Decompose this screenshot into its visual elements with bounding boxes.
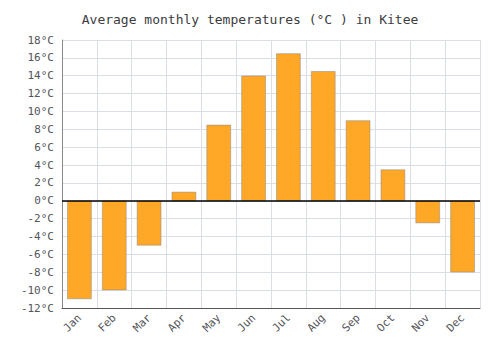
- svg-text:Jun: Jun: [235, 311, 258, 334]
- svg-text:-2°C: -2°C: [28, 212, 55, 225]
- svg-text:-10°C: -10°C: [21, 284, 54, 297]
- svg-text:14°C: 14°C: [28, 69, 55, 82]
- svg-text:-6°C: -6°C: [28, 248, 55, 261]
- svg-text:Dec: Dec: [444, 311, 467, 334]
- svg-text:2°C: 2°C: [34, 176, 54, 189]
- svg-text:Aug: Aug: [305, 311, 328, 334]
- svg-text:12°C: 12°C: [28, 87, 55, 100]
- svg-text:May: May: [200, 311, 223, 334]
- svg-text:4°C: 4°C: [34, 159, 54, 172]
- svg-text:Nov: Nov: [409, 311, 432, 334]
- svg-text:0°C: 0°C: [34, 194, 54, 207]
- svg-text:10°C: 10°C: [28, 105, 55, 118]
- svg-text:Jul: Jul: [270, 311, 293, 334]
- svg-text:Jan: Jan: [61, 311, 84, 334]
- svg-text:Apr: Apr: [165, 311, 188, 334]
- svg-text:-12°C: -12°C: [21, 302, 54, 315]
- svg-text:16°C: 16°C: [28, 51, 55, 64]
- svg-text:Mar: Mar: [130, 311, 153, 334]
- svg-text:Average monthly temperatures (: Average monthly temperatures (°C ) in Ki…: [82, 12, 419, 27]
- svg-text:Feb: Feb: [96, 311, 119, 334]
- svg-text:Sep: Sep: [339, 311, 362, 334]
- svg-text:8°C: 8°C: [34, 123, 54, 136]
- svg-text:-8°C: -8°C: [28, 266, 55, 279]
- svg-text:6°C: 6°C: [34, 141, 54, 154]
- svg-text:Oct: Oct: [374, 311, 397, 334]
- svg-text:-4°C: -4°C: [28, 230, 55, 243]
- svg-text:18°C: 18°C: [28, 34, 55, 47]
